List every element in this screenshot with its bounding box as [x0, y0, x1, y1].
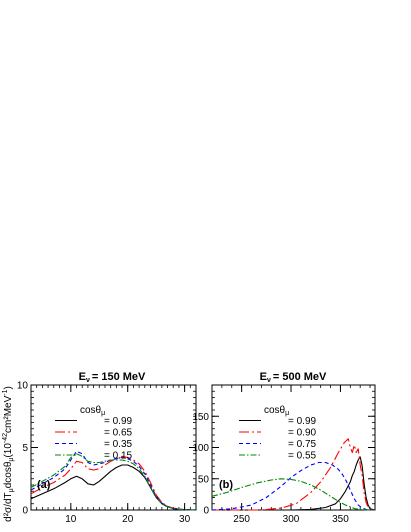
panel-b-ytick-label: 150	[192, 412, 209, 423]
panel-a-series-line	[30, 453, 197, 511]
panel-a-ytick-label: 0	[22, 506, 28, 517]
panel-a: Eν = 150 MeV 10 20 30 0 5 10 cosθμ = 0.99= 0.6…	[17, 371, 197, 525]
panel-b-xtick-label: 250	[233, 514, 250, 525]
panel-a-title: Eν = 150 MeV	[79, 371, 146, 384]
panel-b-legend-header: cosθμ	[264, 405, 289, 417]
panel-a-ytick-label: 5	[22, 443, 28, 454]
panel-b-label: (b)	[219, 479, 233, 491]
panel-a-xtick-label: 10	[65, 514, 77, 525]
panel-b-legend-label: = 0.90	[288, 428, 317, 439]
panel-a-legend-label: = 0.35	[104, 439, 133, 450]
panel-b-ytick-label: 0	[203, 506, 209, 517]
panel-b-legend-label: = 0.75	[288, 439, 317, 450]
y-axis-label: d²σ/dTμdcosθμ(10-42cm²MeV-1)	[2, 386, 15, 522]
panel-a-series-line	[30, 464, 197, 511]
panel-a-xtick-label: 20	[122, 514, 134, 525]
panel-a-legend-label: = 0.99	[104, 416, 133, 427]
panel-a-xtick-label: 30	[179, 514, 191, 525]
panel-a-legend-label: = 0.65	[104, 428, 133, 439]
panel-b-xtick-label: 350	[332, 514, 349, 525]
panel-a-ticks: 10 20 30 0 5 10	[17, 381, 197, 525]
panel-b-series	[211, 438, 376, 511]
panel-b: Eν = 500 MeV 250 300 350 0 50 100 150 cosθμ = 0…	[192, 371, 376, 525]
panel-b-legend-label: = 0.99	[288, 416, 317, 427]
panel-b-series-line	[212, 456, 376, 511]
panel-a-series-line	[30, 455, 197, 511]
panel-a-series	[30, 450, 197, 511]
panel-b-legend-label: = 0.55	[288, 451, 317, 462]
panel-b-series-line	[211, 478, 375, 511]
panel-a-legend: cosθμ = 0.99= 0.65= 0.35= 0.15	[55, 405, 133, 462]
panel-a-label: (a)	[37, 479, 51, 491]
panel-b-ytick-label: 50	[198, 474, 210, 485]
panel-a-ytick-label: 10	[17, 381, 29, 392]
panel-a-legend-label: = 0.15	[104, 451, 133, 462]
panel-b-ticks: 250 300 350 0 50 100 150	[192, 384, 375, 525]
panel-a-legend-header: cosθμ	[80, 405, 105, 417]
panel-b-legend: cosθμ = 0.99= 0.90= 0.75= 0.55	[239, 405, 317, 462]
panel-b-title: Eν = 500 MeV	[260, 371, 327, 384]
panel-b-series-line	[212, 438, 376, 511]
panel-b-ytick-label: 100	[192, 443, 209, 454]
panel-b-xtick-label: 300	[283, 514, 300, 525]
panel-b-series-line	[211, 461, 375, 511]
